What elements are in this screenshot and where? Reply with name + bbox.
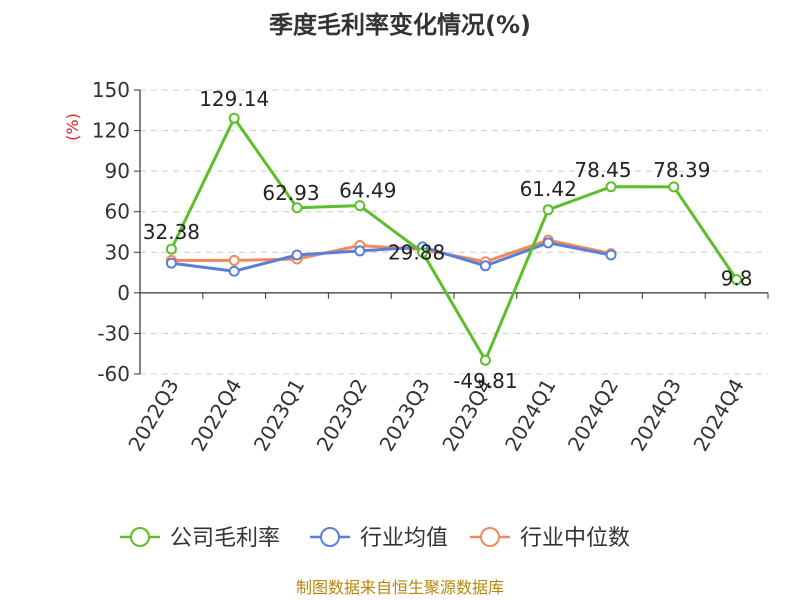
legend-label: 公司毛利率 (170, 526, 280, 551)
source-note: 制图数据来自恒生聚源数据库 (296, 578, 504, 597)
y-tick-label: 30 (105, 240, 130, 264)
x-tick-labels: 2022Q3 2022Q4 2023Q1 2023Q2 2023Q3 2023Q4 2024… (123, 375, 749, 456)
y-axis-label: (%) (63, 113, 82, 141)
legend-marker (320, 527, 340, 547)
data-label: 61.42 (520, 177, 577, 201)
data-label: 29.88 (388, 240, 445, 264)
y-tick-label: 90 (105, 159, 130, 183)
x-tick-label: 2024Q4 (688, 375, 748, 456)
data-point (479, 260, 491, 272)
x-tick-label: 2023Q3 (374, 375, 434, 456)
data-point (542, 204, 554, 216)
data-label: 78.39 (653, 158, 710, 182)
y-tick-labels: 150 120 90 60 30 0 -30 -60 (92, 78, 130, 386)
y-tick-label: 120 (92, 119, 130, 143)
gridlines (140, 89, 768, 375)
data-label: -49.81 (453, 369, 517, 393)
x-tick-label: 2023Q1 (249, 375, 309, 456)
data-point (542, 237, 554, 249)
data-point (731, 274, 743, 286)
data-point (165, 257, 177, 269)
legend-label: 行业中位数 (520, 526, 630, 551)
data-label: 32.38 (143, 220, 200, 244)
legend-marker (130, 527, 150, 547)
y-tick-label: 150 (92, 78, 130, 102)
x-tick-label: 2022Q4 (186, 375, 246, 456)
data-point (291, 249, 303, 261)
y-tick-label: -30 (97, 321, 130, 345)
legend-label: 行业均值 (360, 526, 448, 551)
data-point (605, 249, 617, 261)
y-tick-label: 0 (117, 281, 130, 305)
data-point (668, 181, 680, 193)
legend: 公司毛利率 行业均值 行业中位数 (120, 526, 630, 551)
data-label: 64.49 (339, 179, 396, 203)
data-point (291, 202, 303, 214)
data-label: 62.93 (262, 181, 319, 205)
y-tick-label: 60 (105, 200, 130, 224)
data-label: 129.14 (199, 87, 269, 111)
series-line-0 (170, 116, 738, 362)
data-point (605, 181, 617, 193)
data-point (228, 265, 240, 277)
data-point (354, 200, 366, 212)
data-label: 9.8 (721, 267, 753, 291)
data-point (354, 245, 366, 257)
data-point (417, 246, 429, 258)
data-point (228, 254, 240, 266)
legend-marker (480, 527, 500, 547)
y-tick-label: -60 (97, 362, 130, 386)
axes (134, 89, 769, 375)
data-point (165, 243, 177, 255)
x-tick-label: 2022Q3 (123, 375, 183, 456)
chart-title: 季度毛利率变化情况(%) (269, 11, 531, 39)
data-label: 78.45 (574, 158, 631, 182)
series-line-1 (171, 241, 612, 273)
x-tick-label: 2023Q2 (312, 375, 372, 456)
x-tick-label: 2024Q2 (563, 375, 623, 456)
x-tick-label: 2024Q3 (626, 375, 686, 456)
data-point (479, 354, 491, 366)
data-point (228, 112, 240, 124)
series-lines (165, 112, 743, 366)
